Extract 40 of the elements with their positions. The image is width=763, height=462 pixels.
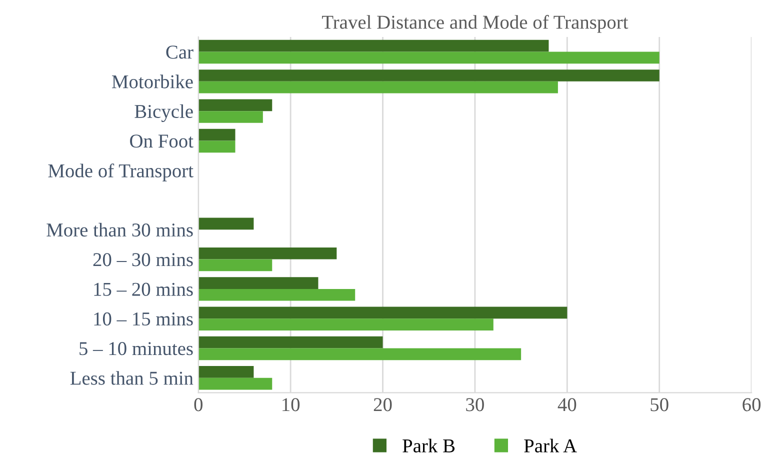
y-tick-label: On Foot	[130, 134, 194, 148]
chart-title: Travel Distance and Mode of Transport	[322, 14, 628, 33]
bar	[198, 128, 236, 141]
bar	[198, 306, 568, 319]
bar	[198, 218, 254, 230]
bar	[198, 366, 254, 378]
bar	[198, 52, 660, 64]
bar	[198, 140, 236, 153]
y-tick-label: 20 – 30 mins	[93, 253, 193, 266]
y-tick-label: Bicycle	[134, 104, 193, 122]
y-tick-label: More than 30 mins	[46, 222, 193, 237]
x-tick-label: 20	[374, 398, 392, 412]
legend-label: Park B	[402, 438, 455, 452]
bar	[198, 277, 318, 289]
y-tick-label: Car	[166, 46, 194, 59]
x-tick-label: 50	[650, 398, 668, 412]
y-tick-label: Mode of Transport	[48, 164, 194, 182]
x-tick-label: 0	[194, 398, 202, 412]
bar	[198, 318, 494, 330]
bar	[198, 81, 558, 94]
y-tick-label: 5 – 10 minutes	[80, 342, 193, 356]
x-tick-label: 10	[282, 398, 300, 412]
y-tick-label: Less than 5 min	[70, 371, 194, 385]
bar	[198, 99, 272, 112]
bar	[198, 336, 383, 348]
legend-label: Park A	[524, 438, 577, 452]
y-tick-label: 15 – 20 mins	[94, 282, 193, 296]
bar	[198, 288, 356, 301]
bar	[198, 259, 272, 272]
x-tick-label: 30	[466, 398, 484, 412]
x-tick-label: 60	[742, 398, 761, 412]
bar	[198, 348, 522, 360]
bar	[198, 111, 263, 123]
bar	[198, 40, 549, 52]
y-tick-label: 10 – 15 mins	[94, 312, 193, 326]
bar	[198, 70, 660, 82]
bar	[198, 247, 337, 260]
x-tick-label: 40	[558, 398, 576, 412]
bar	[198, 378, 272, 390]
y-tick-label: Motorbike	[112, 74, 193, 88]
